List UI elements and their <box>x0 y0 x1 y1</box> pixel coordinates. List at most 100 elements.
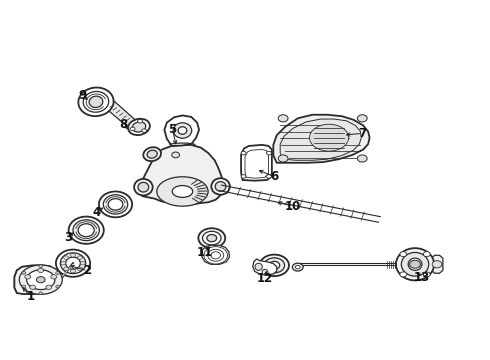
Circle shape <box>77 256 82 260</box>
Ellipse shape <box>401 252 429 276</box>
Ellipse shape <box>211 178 230 195</box>
Polygon shape <box>253 259 277 275</box>
Polygon shape <box>273 115 369 163</box>
Circle shape <box>423 252 430 257</box>
Polygon shape <box>245 149 269 178</box>
Circle shape <box>39 292 43 295</box>
Circle shape <box>267 175 271 178</box>
Ellipse shape <box>36 276 45 283</box>
Polygon shape <box>14 265 59 294</box>
Text: 1: 1 <box>27 290 35 303</box>
Circle shape <box>400 272 407 277</box>
Circle shape <box>71 269 75 273</box>
Circle shape <box>25 275 31 279</box>
Circle shape <box>80 261 85 265</box>
Ellipse shape <box>78 87 114 116</box>
Ellipse shape <box>202 231 221 245</box>
Ellipse shape <box>19 265 62 294</box>
Ellipse shape <box>207 234 217 242</box>
Ellipse shape <box>269 261 280 269</box>
Ellipse shape <box>73 220 99 240</box>
Ellipse shape <box>178 127 187 134</box>
Circle shape <box>64 256 69 260</box>
Polygon shape <box>140 145 223 204</box>
Circle shape <box>278 115 288 122</box>
Circle shape <box>61 261 66 265</box>
Polygon shape <box>164 116 199 146</box>
Circle shape <box>241 175 246 178</box>
Ellipse shape <box>108 199 123 210</box>
Ellipse shape <box>138 182 149 192</box>
Ellipse shape <box>264 258 285 273</box>
Ellipse shape <box>56 249 90 277</box>
Text: 5: 5 <box>169 123 177 136</box>
Text: 13: 13 <box>414 271 430 284</box>
Ellipse shape <box>26 270 55 289</box>
Ellipse shape <box>89 96 103 108</box>
Text: 6: 6 <box>270 170 278 183</box>
Ellipse shape <box>172 185 193 197</box>
Circle shape <box>267 151 271 155</box>
Circle shape <box>423 272 430 277</box>
Text: 4: 4 <box>92 206 100 219</box>
Ellipse shape <box>396 248 434 280</box>
Circle shape <box>357 155 367 162</box>
Circle shape <box>138 120 143 123</box>
Circle shape <box>130 127 135 131</box>
Text: 10: 10 <box>285 200 301 213</box>
Ellipse shape <box>310 124 348 151</box>
Ellipse shape <box>60 253 86 274</box>
Text: 11: 11 <box>197 246 213 259</box>
Circle shape <box>38 268 44 273</box>
Ellipse shape <box>198 228 225 248</box>
Ellipse shape <box>293 263 303 271</box>
Polygon shape <box>106 101 137 127</box>
Ellipse shape <box>262 269 268 275</box>
Ellipse shape <box>128 119 150 135</box>
Circle shape <box>56 271 60 274</box>
Ellipse shape <box>132 122 146 132</box>
Ellipse shape <box>157 177 208 206</box>
Ellipse shape <box>255 263 262 270</box>
Text: 8: 8 <box>120 118 128 131</box>
Ellipse shape <box>99 192 132 217</box>
Circle shape <box>39 265 43 267</box>
Text: 3: 3 <box>64 231 72 244</box>
Text: 2: 2 <box>84 264 92 277</box>
Ellipse shape <box>260 255 289 276</box>
Ellipse shape <box>83 91 109 112</box>
Circle shape <box>410 260 420 268</box>
Polygon shape <box>241 145 272 181</box>
Polygon shape <box>202 245 229 264</box>
Circle shape <box>432 261 442 268</box>
Circle shape <box>22 271 26 274</box>
Ellipse shape <box>147 150 157 158</box>
Circle shape <box>56 285 60 288</box>
Circle shape <box>172 152 179 158</box>
Ellipse shape <box>215 181 226 191</box>
Ellipse shape <box>408 258 422 270</box>
Circle shape <box>22 285 26 288</box>
Circle shape <box>30 285 36 289</box>
Polygon shape <box>432 255 443 273</box>
Circle shape <box>241 151 246 155</box>
Ellipse shape <box>103 195 128 214</box>
Circle shape <box>77 267 82 271</box>
Circle shape <box>400 252 407 257</box>
Circle shape <box>51 275 57 279</box>
Ellipse shape <box>66 257 80 269</box>
Circle shape <box>278 155 288 162</box>
Ellipse shape <box>143 147 161 161</box>
Ellipse shape <box>78 224 94 237</box>
Circle shape <box>46 285 52 289</box>
Circle shape <box>142 129 147 132</box>
Circle shape <box>64 267 69 271</box>
Polygon shape <box>280 119 361 160</box>
Ellipse shape <box>204 247 227 264</box>
Ellipse shape <box>134 179 153 195</box>
Circle shape <box>71 253 75 257</box>
Text: 12: 12 <box>257 272 273 285</box>
Text: 7: 7 <box>358 127 367 140</box>
Circle shape <box>357 115 367 122</box>
Ellipse shape <box>295 265 300 269</box>
